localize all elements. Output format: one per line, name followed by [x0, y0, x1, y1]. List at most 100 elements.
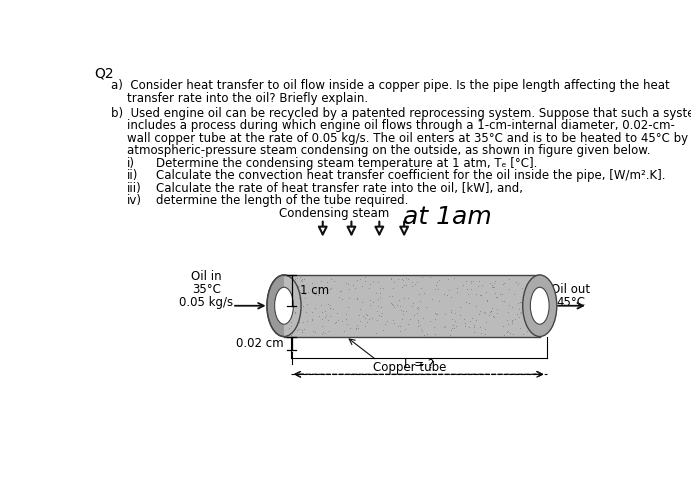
- Text: 1 cm: 1 cm: [299, 284, 329, 297]
- Point: [322, 278, 333, 286]
- Point: [392, 322, 404, 330]
- Point: [482, 296, 493, 304]
- Point: [468, 328, 480, 336]
- Point: [487, 281, 498, 289]
- Point: [383, 292, 394, 300]
- Point: [339, 327, 350, 335]
- Point: [527, 303, 538, 311]
- Point: [517, 304, 528, 312]
- Point: [347, 281, 358, 289]
- Point: [310, 290, 321, 298]
- Point: [509, 315, 520, 323]
- Point: [419, 289, 430, 297]
- Point: [488, 283, 499, 291]
- Point: [418, 331, 429, 339]
- Point: [504, 329, 515, 337]
- Point: [466, 285, 477, 293]
- Ellipse shape: [531, 287, 549, 324]
- Point: [295, 298, 306, 306]
- Text: 0.02 cm: 0.02 cm: [236, 337, 284, 350]
- Point: [285, 331, 296, 339]
- Point: [296, 278, 307, 286]
- Point: [387, 301, 398, 309]
- Point: [442, 275, 453, 283]
- Point: [400, 282, 411, 290]
- Point: [328, 306, 339, 314]
- Point: [364, 284, 375, 292]
- Point: [343, 294, 354, 302]
- Point: [284, 325, 295, 333]
- Point: [413, 318, 424, 326]
- Point: [430, 330, 441, 338]
- Point: [306, 316, 317, 324]
- Point: [319, 313, 330, 321]
- Point: [502, 320, 513, 328]
- Point: [431, 310, 442, 318]
- Point: [290, 275, 301, 283]
- Point: [320, 290, 331, 298]
- Point: [290, 309, 301, 317]
- Point: [507, 331, 518, 339]
- Point: [475, 291, 486, 299]
- Point: [484, 280, 495, 288]
- Point: [286, 329, 297, 337]
- Point: [372, 295, 384, 303]
- Point: [403, 275, 414, 283]
- Point: [372, 307, 383, 315]
- Point: [417, 274, 428, 282]
- Point: [433, 277, 444, 285]
- Point: [521, 327, 532, 335]
- Point: [415, 322, 426, 330]
- Point: [357, 312, 368, 320]
- Point: [350, 324, 361, 332]
- Point: [303, 288, 314, 296]
- Point: [412, 278, 423, 286]
- Point: [506, 317, 517, 325]
- Point: [499, 279, 510, 287]
- Point: [416, 284, 427, 292]
- Point: [502, 327, 513, 335]
- Point: [292, 283, 303, 291]
- Point: [359, 273, 370, 281]
- Text: iii): iii): [126, 182, 142, 195]
- Point: [449, 309, 460, 317]
- Point: [483, 311, 494, 319]
- Point: [516, 308, 527, 316]
- Ellipse shape: [274, 287, 294, 324]
- Point: [513, 313, 524, 321]
- Point: [371, 316, 382, 324]
- Point: [403, 320, 414, 328]
- Point: [445, 293, 456, 301]
- Point: [397, 276, 408, 284]
- Point: [460, 319, 471, 327]
- Point: [316, 277, 327, 285]
- Point: [497, 290, 508, 298]
- Point: [489, 289, 500, 297]
- Text: a)  Consider heat transfer to oil flow inside a copper pipe. Is the pipe length : a) Consider heat transfer to oil flow in…: [111, 79, 670, 92]
- Point: [286, 318, 297, 326]
- Point: [430, 285, 441, 293]
- Point: [480, 330, 491, 338]
- Text: ii): ii): [126, 169, 138, 182]
- Point: [448, 274, 460, 282]
- Point: [446, 326, 457, 334]
- Point: [316, 315, 328, 323]
- Point: [381, 317, 392, 325]
- Point: [508, 290, 519, 298]
- Point: [341, 279, 352, 287]
- Point: [313, 312, 324, 320]
- Text: Calculate the rate of heat transfer rate into the oil, [kW], and,: Calculate the rate of heat transfer rate…: [156, 182, 523, 195]
- Point: [451, 322, 462, 330]
- Point: [523, 325, 534, 333]
- Point: [415, 297, 426, 305]
- Point: [401, 307, 412, 315]
- Text: includes a process during which engine oil flows through a 1-cm-internal diamete: includes a process during which engine o…: [126, 119, 674, 132]
- Point: [293, 325, 304, 333]
- Point: [426, 295, 437, 303]
- Point: [368, 298, 379, 306]
- Text: transfer rate into the oil? Briefly explain.: transfer rate into the oil? Briefly expl…: [126, 92, 368, 105]
- Point: [385, 299, 396, 307]
- Point: [475, 323, 486, 331]
- Point: [395, 322, 406, 330]
- Point: [297, 303, 308, 311]
